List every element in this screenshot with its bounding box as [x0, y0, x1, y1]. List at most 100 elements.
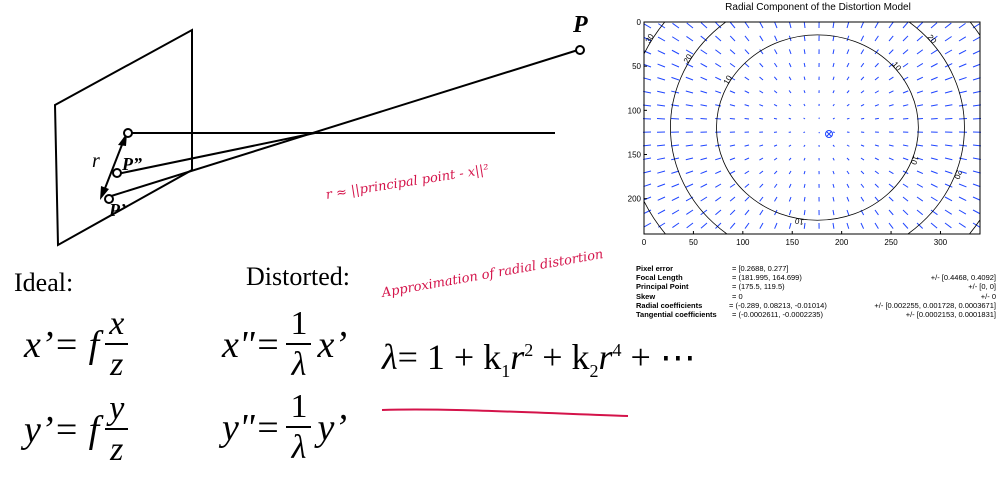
vector-arrow [861, 158, 864, 160]
calibration-row: Skew = 0 +/- 0 [636, 292, 996, 301]
camera-geometry-diagram [0, 0, 640, 265]
vector-arrow [931, 50, 938, 54]
vector-arrow [959, 105, 967, 106]
vector-arrow [931, 184, 938, 187]
calibration-name: Pixel error [636, 264, 732, 273]
vector-arrow [730, 36, 735, 41]
vector-arrow [833, 171, 834, 174]
calibration-row: Focal Length = (181.995, 164.699) +/- [0.4… [636, 273, 996, 282]
vector-arrow [945, 158, 952, 160]
y-tick-label: 200 [628, 195, 642, 204]
vector-arrow [715, 22, 721, 28]
calibration-row: Pixel error = [0.2688, 0.277] [636, 264, 996, 273]
vector-arrow [875, 158, 879, 160]
x-tick-label: 300 [934, 238, 948, 247]
vector-arrow [931, 105, 938, 106]
vector-arrow [745, 105, 749, 106]
vector-arrow [715, 63, 721, 67]
contour-ring [716, 35, 918, 220]
vector-arrow [847, 91, 849, 93]
vector-arrow [903, 223, 908, 229]
vector-arrow [715, 77, 721, 80]
vector-arrow [789, 210, 791, 215]
vector-arrow [804, 184, 805, 188]
vector-arrow [774, 104, 777, 106]
vector-arrow [945, 184, 952, 187]
vector-arrow [847, 197, 849, 201]
vector-arrow [917, 210, 923, 215]
vector-arrow [658, 64, 665, 67]
ideal-title: Ideal: [14, 268, 73, 298]
vector-arrow [657, 171, 665, 173]
vector-arrow [945, 197, 952, 201]
vector-arrow [875, 223, 878, 229]
vector-arrow [774, 158, 777, 160]
calibration-name: Radial coefficients [636, 301, 729, 310]
vector-arrow [657, 158, 665, 160]
distorted-ray-line [117, 133, 315, 174]
vector-arrow [917, 145, 923, 146]
ideal-x-lhs: x’= f [24, 323, 99, 367]
vector-arrow [657, 145, 665, 146]
vector-arrow [861, 118, 864, 119]
vector-arrow [745, 145, 749, 146]
vector-field [643, 22, 981, 229]
ideal-y-numerator: y [105, 390, 128, 430]
vector-arrow [730, 91, 735, 93]
vector-arrow [687, 23, 693, 28]
vector-arrow [917, 105, 923, 106]
vector-arrow [745, 184, 749, 187]
vector-arrow [875, 210, 878, 215]
vector-arrow [889, 223, 893, 229]
x-tick-label: 0 [642, 238, 647, 247]
vector-arrow [730, 105, 735, 106]
vector-arrow [945, 105, 952, 106]
vector-arrow [917, 91, 923, 93]
point-P-marker [576, 46, 584, 54]
vector-arrow [917, 63, 923, 67]
vector-arrow [745, 118, 749, 119]
vector-arrow [789, 63, 791, 67]
vector-arrow [789, 145, 791, 146]
vector-arrow [833, 49, 834, 54]
lambda-exp2: 4 [613, 340, 622, 360]
calibration-name: Tangential coefficients [636, 310, 732, 319]
vector-arrow [917, 77, 923, 80]
vector-arrow [789, 171, 791, 174]
vector-arrow [945, 223, 951, 228]
vector-arrow [686, 158, 693, 160]
lambda-k2-subscript: 2 [590, 361, 599, 381]
distorted-y-numerator: 1 [286, 388, 311, 428]
vector-arrow [889, 197, 893, 201]
vector-arrow [745, 223, 749, 229]
vector-arrow [745, 91, 749, 93]
vector-arrow [889, 158, 893, 160]
distorted-y-equation: y"= 1 λ y’ [222, 388, 347, 468]
vector-arrow [745, 36, 749, 41]
lambda-eq-part2: + k [533, 337, 589, 377]
vector-arrow [804, 118, 805, 119]
vector-arrow [760, 210, 763, 215]
vector-arrow [658, 51, 665, 54]
vector-arrow [745, 77, 749, 80]
ideal-x-numerator: x [105, 305, 128, 345]
vector-arrow [745, 197, 749, 201]
vector-arrow [775, 223, 777, 229]
calibration-name: Skew [636, 292, 732, 301]
vector-arrow [715, 36, 721, 41]
vector-arrow [804, 90, 805, 93]
vector-arrow [701, 23, 707, 28]
contour-label: 10 [722, 73, 735, 86]
vector-arrow [833, 104, 834, 106]
vector-arrow [760, 36, 763, 41]
vector-arrow [889, 184, 893, 187]
vector-arrow [644, 223, 651, 227]
vector-arrow [931, 23, 937, 28]
contour-ring [622, 0, 1001, 252]
vector-arrow [889, 118, 894, 119]
ideal-x-fraction: x z [105, 305, 128, 385]
vector-arrow [701, 158, 707, 160]
vector-arrow [701, 77, 707, 80]
distorted-y-fraction: 1 λ [286, 388, 311, 468]
